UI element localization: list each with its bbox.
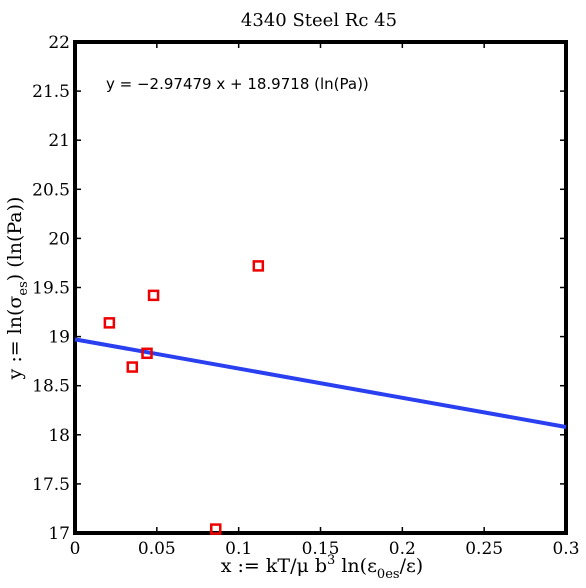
data-point-marker (126, 361, 139, 373)
y-axis-label-main: y := ln(σ (4, 296, 26, 381)
x-tick-label: 0.15 (302, 539, 340, 559)
x-tick-label: 0 (70, 539, 81, 559)
y-tick-label: 20.5 (32, 180, 70, 200)
y-tick-label: 19.5 (32, 279, 70, 299)
x-axis-label-main: x := kT/μ b (221, 555, 327, 577)
x-tick-label: 0.25 (465, 539, 503, 559)
x-axis-ticks: 0 0.05 0.1 0.15 0.2 0.25 0.3 (70, 42, 580, 559)
x-axis-label: x := kT/μ b3 ln(ε0es/ε) (221, 553, 423, 582)
fit-line (74, 337, 567, 429)
y-tick-label: 18 (48, 426, 70, 446)
fit-equation-annotation: y = −2.97479 x + 18.9718 (ln(Pa)) (106, 75, 369, 93)
x-tick-label: 0.3 (552, 539, 579, 559)
y-axis-ticks: 17 17.5 18 18.5 19 19.5 20 20.5 21 21.5 22 (32, 33, 566, 544)
y-tick-label: 21.5 (32, 82, 70, 102)
x-axis-label-sup: 3 (327, 553, 335, 568)
plot-frame (73, 40, 568, 535)
y-tick-label: 22 (48, 33, 70, 53)
chart-title: 4340 Steel Rc 45 (241, 10, 397, 31)
x-tick-label: 0.05 (138, 539, 176, 559)
x-axis-label-sub: 0es (377, 567, 400, 582)
y-axis-label: y := ln(σes) (ln(Pa)) (4, 197, 31, 381)
data-series (74, 260, 567, 535)
y-axis-label-end: ) (ln(Pa)) (4, 197, 26, 282)
y-tick-label: 19 (48, 328, 70, 348)
data-point-marker (252, 260, 265, 272)
x-axis-label-end: /ε) (400, 555, 424, 577)
x-tick-label: 0.2 (389, 539, 416, 559)
plot-area: 0 0.05 0.1 0.15 0.2 0.25 0.3 17 17.5 18 18.5 19 19.… (32, 33, 579, 559)
x-axis-label-mid: ln(ε (335, 555, 377, 577)
data-point-marker (147, 289, 160, 302)
x-tick-label: 0.1 (225, 539, 252, 559)
y-tick-label: 17 (48, 524, 70, 544)
data-point-marker (141, 347, 153, 360)
y-tick-label: 21 (48, 131, 70, 151)
data-point-marker (103, 317, 116, 329)
data-point-marker (210, 523, 222, 535)
y-axis-label-sub: es (16, 281, 31, 295)
y-tick-label: 20 (48, 229, 70, 249)
y-tick-label: 18.5 (32, 377, 70, 397)
y-tick-label: 17.5 (32, 475, 70, 495)
